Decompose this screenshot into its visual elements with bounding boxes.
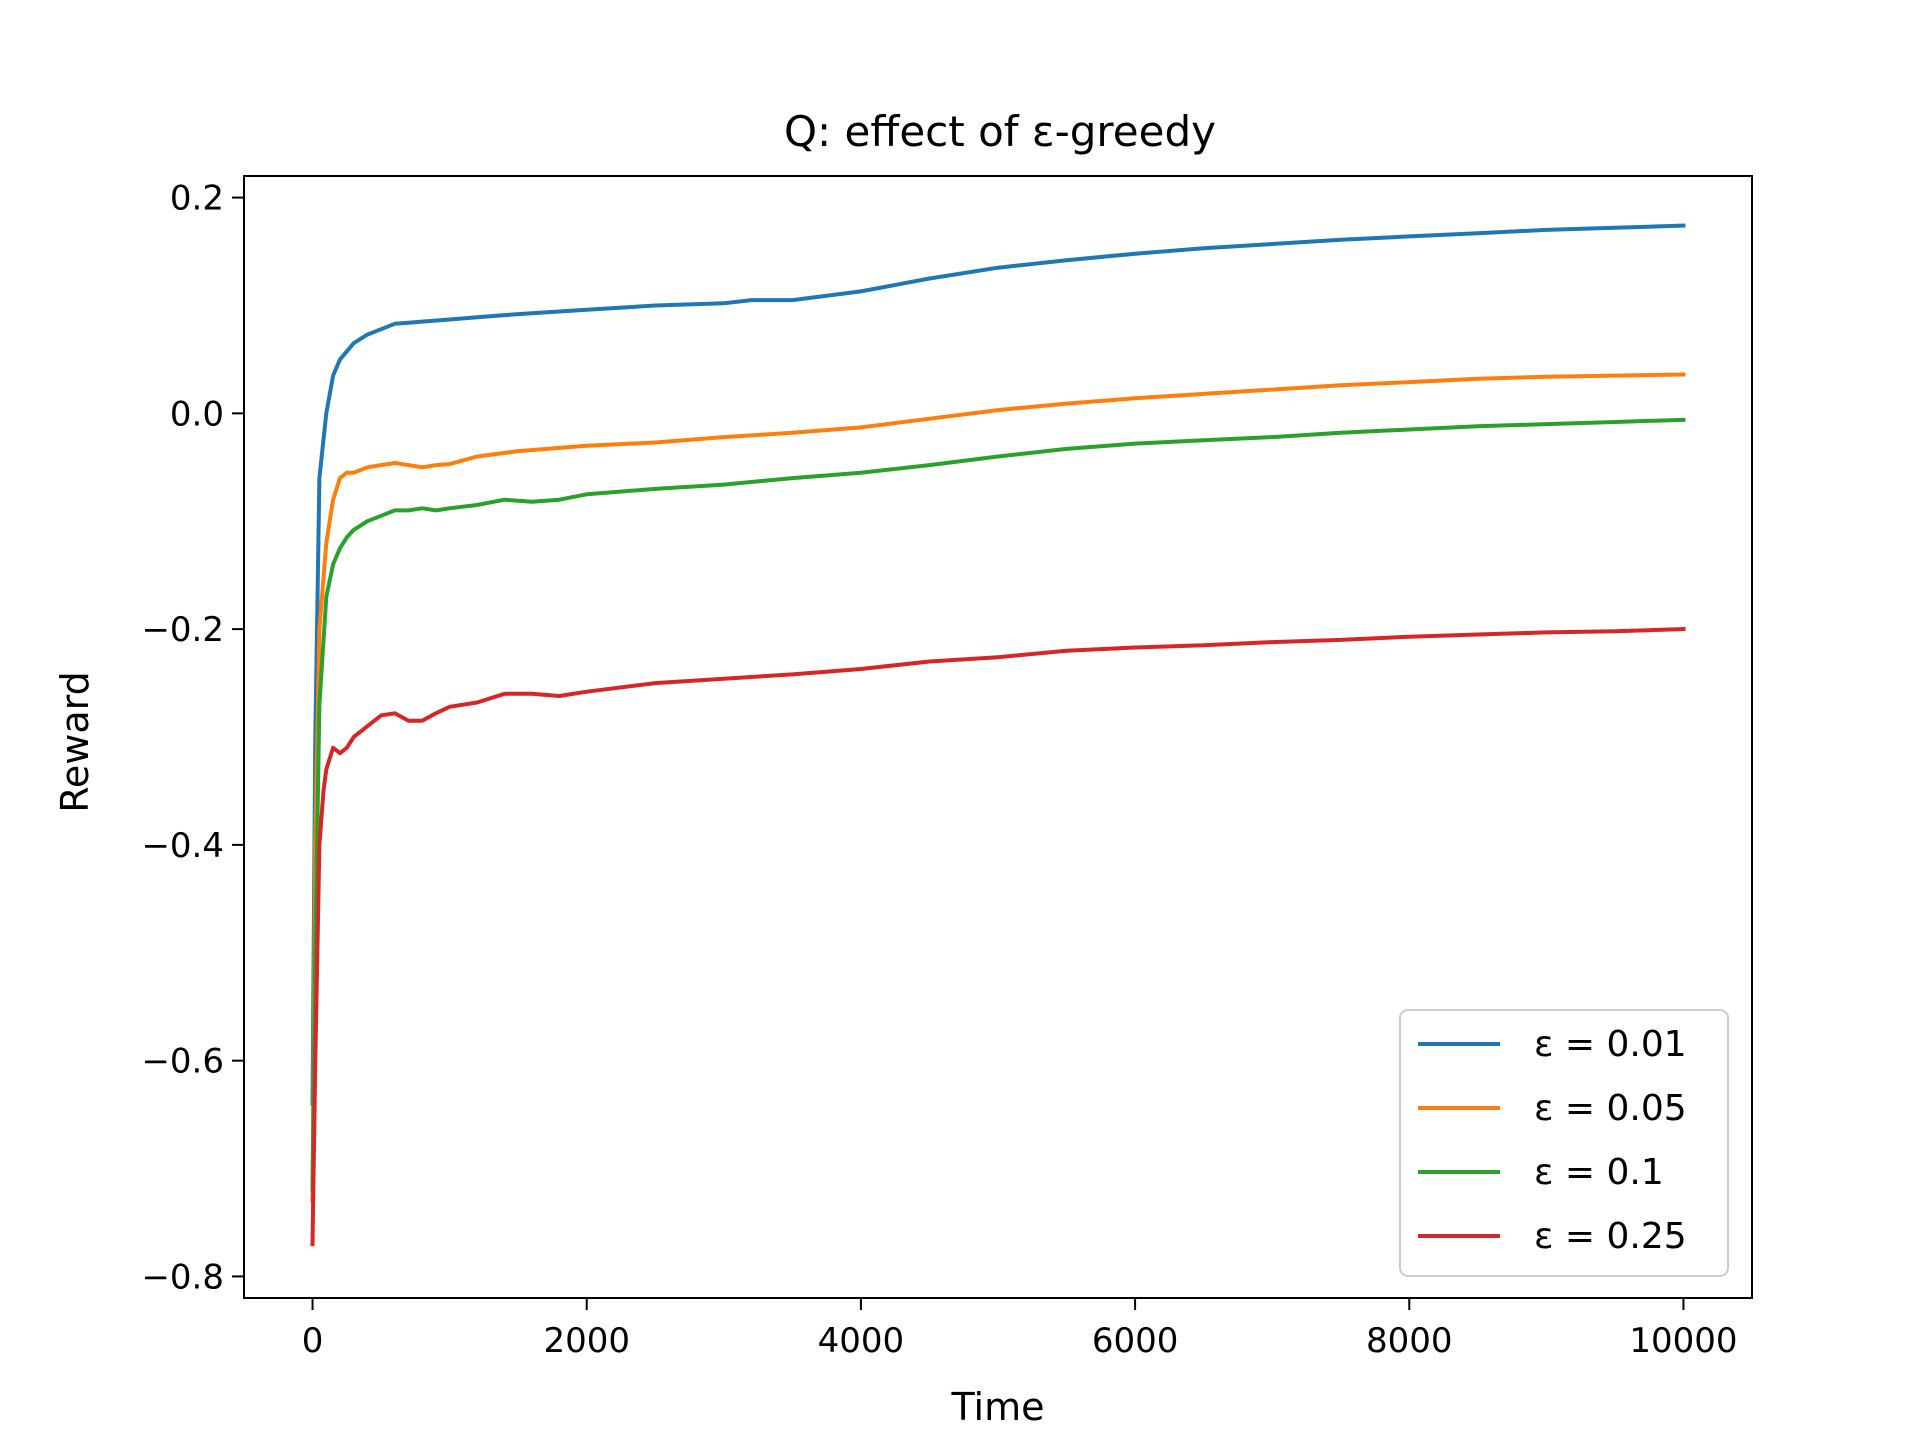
x-axis: 0 2000 4000 6000 8000 10000 <box>302 1298 1738 1361</box>
legend-label-3: ε = 0.1 <box>1534 1152 1664 1193</box>
plot-area <box>243 175 1753 1299</box>
x-tick-label: 8000 <box>1366 1321 1453 1361</box>
y-tick-label: 0.0 <box>170 394 224 434</box>
y-axis-label: Reward <box>53 671 97 813</box>
series-line-4 <box>310 627 1686 1247</box>
axes-frame <box>243 175 1753 1299</box>
legend-label-4: ε = 0.25 <box>1534 1216 1687 1257</box>
legend: ε = 0.01 ε = 0.05 ε = 0.1 ε = 0.25 <box>1399 1009 1729 1277</box>
y-tick-label: −0.2 <box>141 610 224 650</box>
x-tick-label: 0 <box>302 1321 324 1361</box>
y-tick-label: 0.2 <box>170 179 224 219</box>
series-line-1 <box>310 223 1686 1106</box>
legend-label-1: ε = 0.01 <box>1534 1024 1687 1065</box>
series-lines <box>310 223 1686 1247</box>
chart-title: Q: effect of ε-greedy <box>784 107 1216 156</box>
x-tick-label: 2000 <box>543 1321 630 1361</box>
y-tick-label: −0.6 <box>141 1042 224 1082</box>
y-tick-label: −0.8 <box>141 1257 224 1297</box>
legend-label-2: ε = 0.05 <box>1534 1088 1687 1129</box>
x-tick-label: 10000 <box>1629 1321 1737 1361</box>
y-axis: −0.8 −0.6 −0.4 −0.2 0.0 0.2 <box>141 179 244 1297</box>
series-line-3 <box>310 417 1686 1193</box>
series-line-2 <box>310 372 1686 1203</box>
x-tick-label: 4000 <box>818 1321 905 1361</box>
y-tick-label: −0.4 <box>141 826 224 866</box>
x-tick-label: 6000 <box>1092 1321 1179 1361</box>
legend-frame <box>1399 1009 1729 1277</box>
x-axis-label: Time <box>951 1385 1045 1429</box>
